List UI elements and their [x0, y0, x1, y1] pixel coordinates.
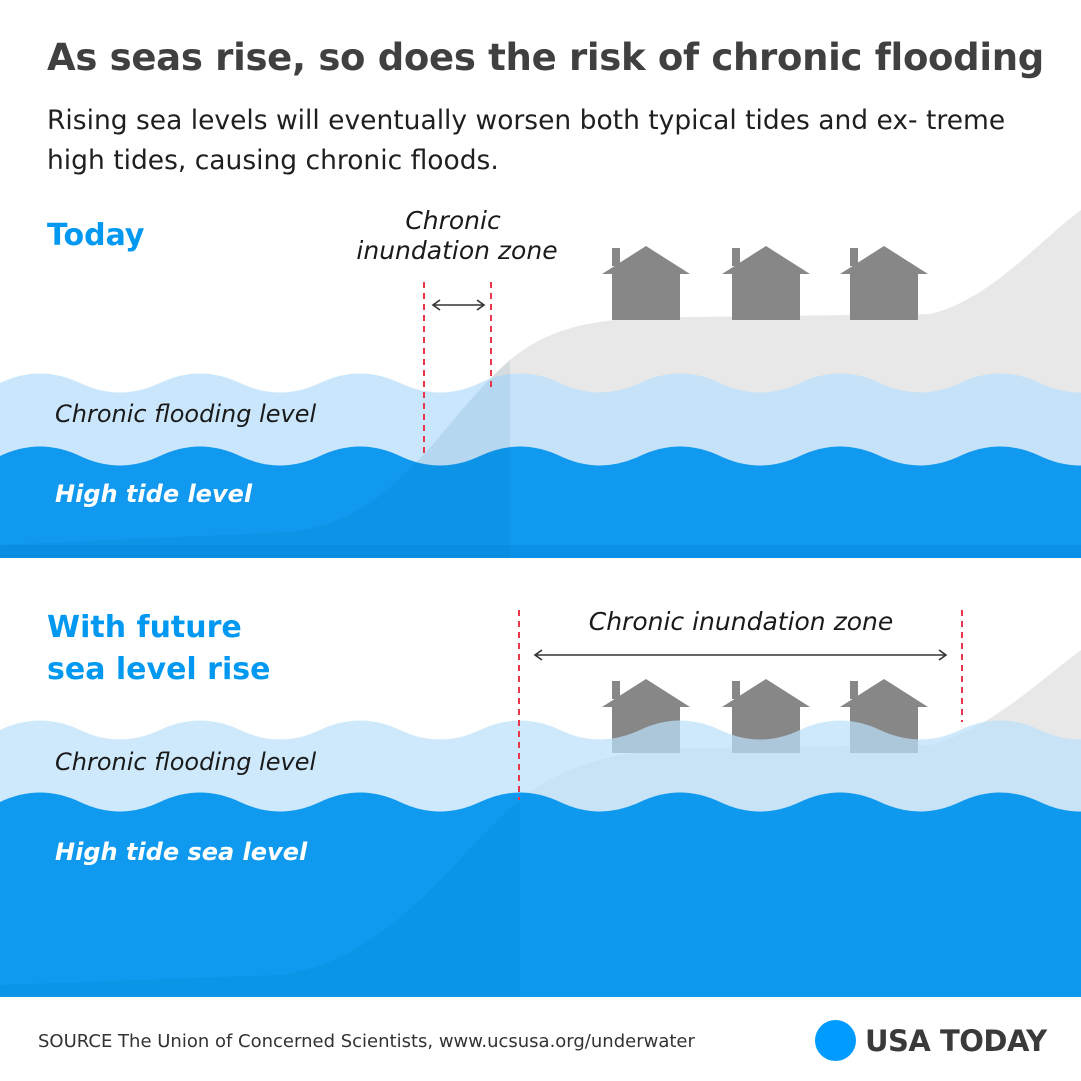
- zone-label-today: Chronic inundation zone: [356, 206, 557, 265]
- high-tide-band-future: [0, 792, 1081, 997]
- zone-label-future: Chronic inundation zone: [589, 607, 894, 636]
- house-icon: [722, 246, 810, 320]
- chronic-flooding-label-future: Chronic flooding level: [55, 748, 316, 776]
- double-arrow-icon: [431, 299, 486, 311]
- panel-today: [0, 210, 1081, 558]
- submerged-slope-future: [0, 800, 520, 997]
- house-icon: [602, 246, 690, 320]
- usa-today-logo: USA TODAY: [815, 1020, 1047, 1061]
- chronic-flooding-label-today: Chronic flooding level: [55, 400, 316, 428]
- logo-dot-icon: [815, 1020, 856, 1061]
- high-tide-label-today: High tide level: [55, 480, 253, 508]
- panel-heading-today: Today: [47, 218, 145, 253]
- panel-future: [0, 610, 1081, 997]
- logo-wordmark: USA TODAY: [865, 1023, 1047, 1058]
- panel-separator: [0, 545, 1081, 558]
- page-title: As seas rise, so does the risk of chroni…: [47, 36, 1044, 79]
- high-tide-band-today: [0, 446, 1081, 558]
- source-credit: SOURCE The Union of Concerned Scientists…: [38, 1031, 695, 1052]
- double-arrow-icon: [533, 649, 948, 661]
- page-subtitle: Rising sea levels will eventually worsen…: [47, 105, 1006, 176]
- panel-heading-future: With future sea level rise: [47, 610, 270, 687]
- submerged-slope-today: [0, 360, 510, 558]
- flood-diagram: Today Chronic inundation zone Chronic fl…: [0, 206, 1081, 997]
- high-tide-label-future: High tide sea level: [55, 838, 308, 866]
- house-icon: [840, 246, 928, 320]
